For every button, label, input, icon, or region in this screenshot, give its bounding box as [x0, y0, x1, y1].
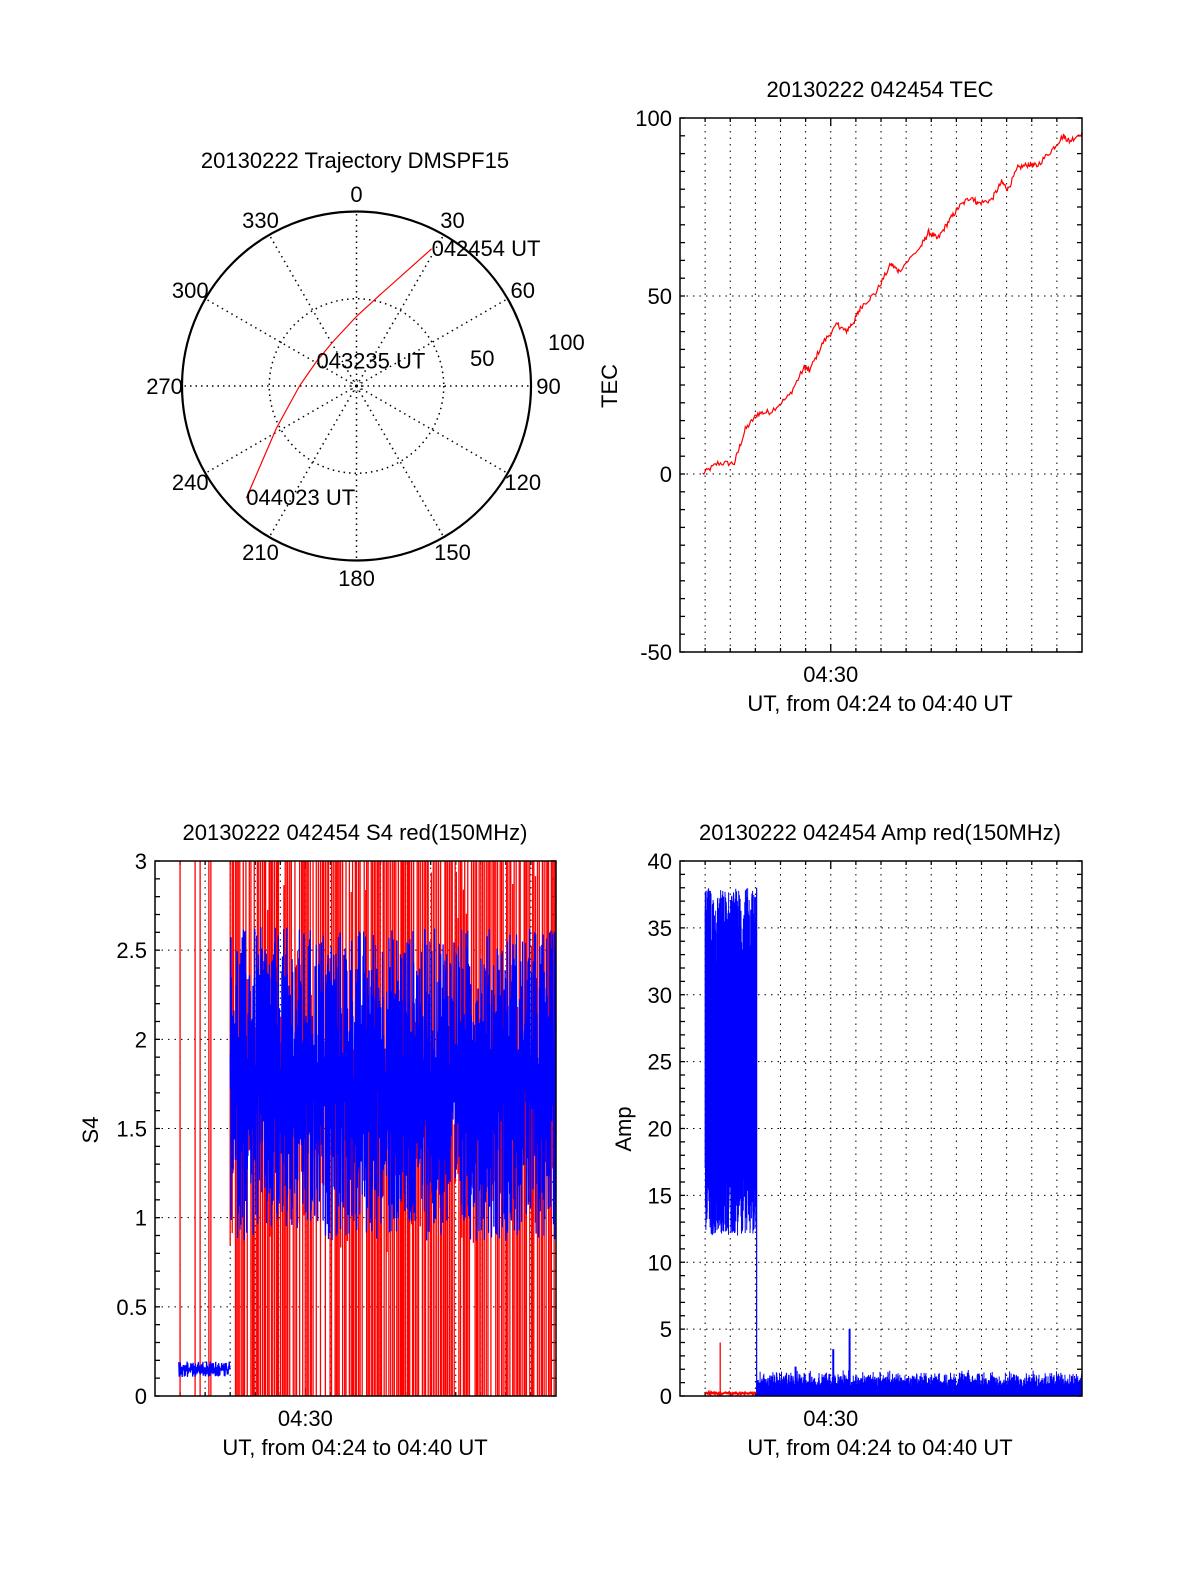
- y-tick-label: 30: [648, 983, 672, 1008]
- tec-ylabel: TEC: [597, 364, 622, 408]
- y-tick-label: 50: [648, 284, 672, 309]
- polar-inner-circle: [268, 298, 445, 474]
- angle-tick-label: 300: [172, 278, 209, 303]
- y-tick-label: 3: [135, 849, 147, 874]
- s4-xlabel: UT, from 04:24 to 04:40 UT: [222, 1435, 487, 1460]
- angle-tick-label: 120: [504, 470, 541, 495]
- time-annotation: 043235 UT: [316, 348, 425, 373]
- y-tick-label: 0: [135, 1384, 147, 1409]
- polar-title: 20130222 Trajectory DMSPF15: [201, 148, 509, 173]
- y-tick-label: 0.5: [116, 1295, 147, 1320]
- x-tick-label: 04:30: [803, 1406, 858, 1431]
- polar-spoke: [355, 385, 445, 538]
- s4-plot: 20130222 042454 S4 red(150MHz) UT, from …: [78, 820, 557, 1460]
- angle-tick-label: 30: [440, 208, 464, 233]
- polar-trajectory-plot: 20130222 Trajectory DMSPF15 50 100 0 30 60…: [146, 148, 585, 591]
- x-tick-label: 04:30: [278, 1406, 333, 1431]
- s4-title: 20130222 042454 S4 red(150MHz): [183, 820, 528, 845]
- angle-tick-label: 180: [338, 566, 375, 591]
- tec-title: 20130222 042454 TEC: [766, 77, 993, 102]
- y-tick-label: 20: [648, 1117, 672, 1142]
- radial-tick-label: 100: [548, 330, 585, 355]
- angle-tick-label: 330: [242, 208, 279, 233]
- amp-ylabel: Amp: [611, 1106, 636, 1151]
- y-tick-label: 15: [648, 1183, 672, 1208]
- s4-ylabel: S4: [78, 1117, 103, 1144]
- y-tick-label: 2: [135, 1027, 147, 1052]
- angle-tick-label: 210: [242, 540, 279, 565]
- radial-tick-label: 50: [470, 346, 494, 371]
- polar-outer-circle: [180, 210, 533, 562]
- polar-spoke: [356, 385, 508, 474]
- tec-series-line: [702, 132, 1083, 476]
- angle-tick-label: 150: [434, 540, 471, 565]
- amp-frame: [679, 860, 1083, 1397]
- polar-center-circle: [351, 380, 362, 392]
- amp-red-series: [705, 1389, 757, 1397]
- x-tick-label: 04:30: [803, 662, 858, 687]
- amp-blue-series: [704, 888, 758, 1236]
- amp-xlabel: UT, from 04:24 to 04:40 UT: [747, 1435, 1012, 1460]
- y-tick-label: 35: [648, 916, 672, 941]
- amp-title: 20130222 042454 Amp red(150MHz): [699, 820, 1061, 845]
- y-tick-label: 5: [660, 1317, 672, 1342]
- tec-xlabel: UT, from 04:24 to 04:40 UT: [747, 691, 1012, 716]
- tec-frame: [679, 117, 1083, 653]
- y-tick-label: 1.5: [116, 1117, 147, 1142]
- angle-tick-label: 270: [146, 374, 183, 399]
- y-tick-label: 2.5: [116, 938, 147, 963]
- y-tick-label: 10: [648, 1250, 672, 1275]
- y-tick-label: 0: [660, 462, 672, 487]
- time-annotation: 042454 UT: [432, 236, 541, 261]
- tec-plot: 20130222 042454 TEC UT, from 04:24 to 04…: [597, 77, 1083, 716]
- trajectory-line: [245, 248, 432, 499]
- angle-tick-label: 240: [172, 470, 209, 495]
- y-tick-label: 0: [660, 1384, 672, 1409]
- amp-blue-series: [756, 1370, 1083, 1396]
- y-tick-label: 100: [635, 106, 672, 131]
- s4-frame: [154, 860, 557, 1397]
- angle-tick-label: 90: [536, 374, 560, 399]
- s4-blue-series: [178, 1361, 231, 1378]
- angle-tick-label: 0: [350, 182, 362, 207]
- angle-tick-label: 60: [510, 278, 534, 303]
- y-tick-label: 25: [648, 1050, 672, 1075]
- polar-spoke: [205, 385, 357, 474]
- y-tick-label: 1: [135, 1206, 147, 1231]
- s4-blue-series: [229, 927, 557, 1241]
- amp-plot: 20130222 042454 Amp red(150MHz) UT, from…: [611, 820, 1083, 1460]
- y-tick-label: -50: [640, 640, 672, 665]
- time-annotation: 044023 UT: [246, 485, 355, 510]
- y-tick-label: 40: [648, 849, 672, 874]
